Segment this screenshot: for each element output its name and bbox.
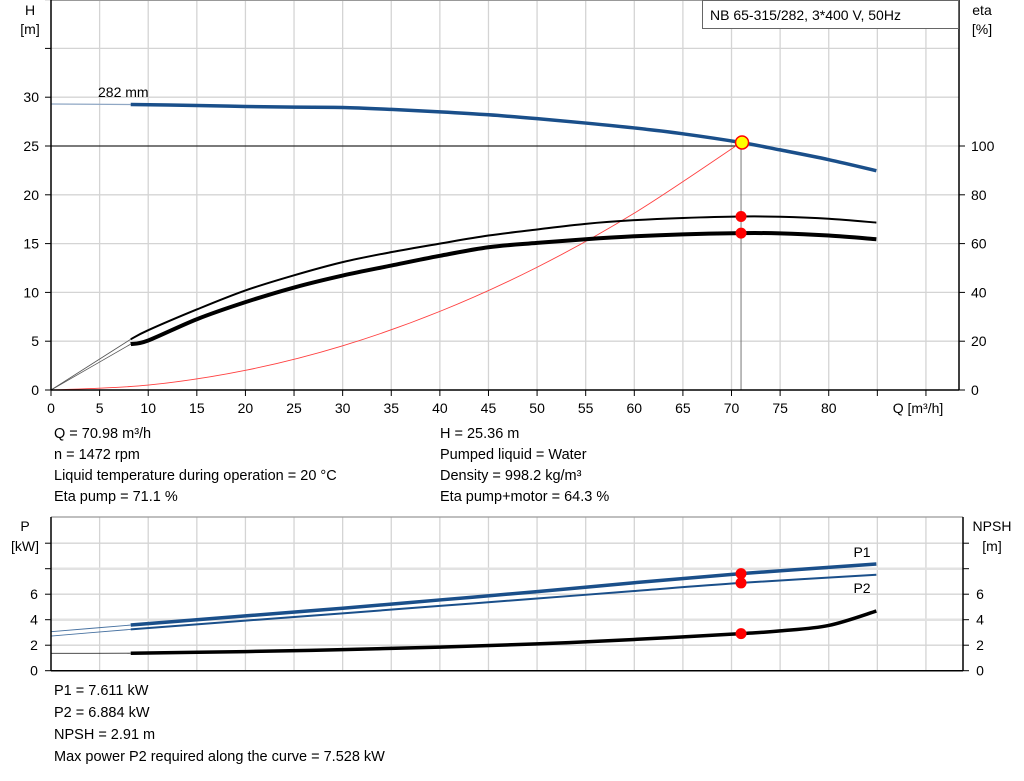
npsh-curve: [130, 609, 877, 655]
y-left-tick-label: 0: [31, 382, 39, 398]
p2-curve: [130, 573, 877, 631]
info-eta-total: Eta pump+motor = 64.3 %: [440, 489, 610, 505]
power-info: P1 = 7.611 kW P2 = 6.884 kW NPSH = 2.91 …: [54, 680, 385, 768]
y-right-tick-label: 20: [971, 333, 987, 349]
info-temperature: Liquid temperature during operation = 20…: [54, 468, 337, 484]
eta-pump-curve: [130, 215, 877, 341]
x-tick-label: 45: [481, 400, 497, 416]
npsh-axis-tick-label: 6: [976, 586, 984, 602]
x-tick-label: 80: [821, 400, 837, 416]
title-box: [702, 0, 959, 29]
p2-duty-marker: [735, 577, 747, 589]
impeller-diameter-label: 282 mm: [98, 84, 149, 100]
npsh-axis-tick-label: 4: [976, 612, 984, 628]
y-left-tick-label: 20: [23, 187, 39, 203]
x-tick-label: 65: [675, 400, 691, 416]
y-right-axis-title: eta: [972, 2, 992, 18]
info-max-p2: Max power P2 required along the curve = …: [54, 749, 385, 765]
y-left-tick-label: 25: [23, 138, 39, 154]
x-tick-label: 15: [189, 400, 205, 416]
system-curve: [50, 142, 742, 391]
info-liquid: Pumped liquid = Water: [440, 447, 587, 463]
eta-pump-duty-marker: [735, 211, 747, 223]
x-tick-label: 75: [772, 400, 788, 416]
npsh-axis-title: NPSH: [973, 518, 1012, 534]
npsh-axis-unit: [m]: [982, 538, 1001, 554]
y-right-tick-label: 0: [971, 382, 979, 398]
p2-curve-extrapolated: [50, 628, 131, 637]
x-tick-label: 50: [529, 400, 545, 416]
y-right-tick-label: 100: [971, 138, 995, 154]
y-right-axis-unit: [%]: [972, 21, 992, 37]
p1-curve-extrapolated: [50, 624, 131, 633]
eta-total-curve-extrapolated: [50, 343, 131, 391]
info-p2: P2 = 6.884 kW: [54, 705, 150, 721]
eta-total-duty-marker: [735, 227, 747, 239]
p-axis-tick-label: 0: [30, 663, 38, 679]
x-tick-label: 0: [47, 400, 55, 416]
x-tick-label: 10: [140, 400, 156, 416]
p-axis-unit: [kW]: [11, 538, 39, 554]
y-left-tick-label: 5: [31, 333, 39, 349]
info-eta-pump: Eta pump = 71.1 %: [54, 489, 178, 505]
x-tick-label: 20: [238, 400, 254, 416]
duty-point-marker: [734, 135, 750, 150]
x-tick-label: 60: [627, 400, 643, 416]
p1-duty-marker: [735, 568, 747, 580]
p2-label: P2: [853, 580, 870, 596]
x-tick-label: 30: [335, 400, 351, 416]
x-tick-label: 40: [432, 400, 448, 416]
info-p1: P1 = 7.611 kW: [54, 683, 149, 699]
p-axis-tick-label: 2: [30, 637, 38, 653]
x-axis-label: Q [m³/h]: [893, 400, 944, 416]
p-axis-title: P: [20, 518, 29, 534]
head-curve: [130, 102, 877, 173]
eta-total-curve: [130, 231, 877, 347]
pump-title: NB 65-315/282, 3*400 V, 50Hz: [710, 7, 901, 23]
info-flow: Q = 70.98 m³/h: [54, 426, 152, 442]
info-head: H = 25.36 m: [440, 426, 520, 442]
x-tick-label: 5: [96, 400, 104, 416]
x-tick-label: 25: [286, 400, 302, 416]
npsh-axis-tick-label: 2: [976, 637, 984, 653]
y-left-tick-label: 30: [23, 89, 39, 105]
info-density: Density = 998.2 kg/m³: [440, 468, 582, 484]
y-right-tick-label: 40: [971, 284, 987, 300]
y-left-tick-label: 15: [23, 236, 39, 252]
x-tick-label: 55: [578, 400, 594, 416]
y-left-axis-unit: [m]: [20, 21, 39, 37]
x-tick-label: 35: [383, 400, 399, 416]
y-left-axis-title: H: [25, 2, 35, 18]
operating-info-left: Q = 70.98 m³/h n = 1472 rpm Liquid tempe…: [54, 424, 337, 508]
p1-label: P1: [853, 544, 870, 560]
npsh-duty-marker: [735, 628, 747, 640]
p-axis-tick-label: 6: [30, 586, 38, 602]
operating-info-right: H = 25.36 m Pumped liquid = Water Densit…: [440, 424, 609, 508]
npsh-axis-tick-label: 0: [976, 663, 984, 679]
info-npsh: NPSH = 2.91 m: [54, 727, 156, 743]
y-right-tick-label: 60: [971, 236, 987, 252]
y-right-tick-label: 80: [971, 187, 987, 203]
y-left-tick-label: 10: [23, 284, 39, 300]
info-speed: n = 1472 rpm: [54, 447, 140, 463]
p-axis-tick-label: 4: [30, 612, 38, 628]
x-tick-label: 70: [724, 400, 740, 416]
